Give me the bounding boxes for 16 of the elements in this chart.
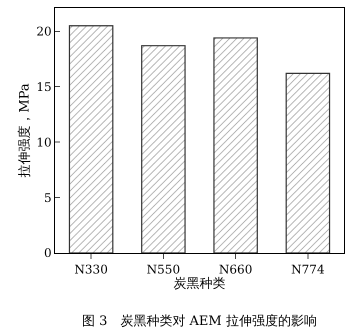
y-axis-title: 拉伸强度，MPa <box>16 83 32 178</box>
y-tick-label: 20 <box>36 24 52 38</box>
x-tick-label: N774 <box>291 262 325 276</box>
y-tick-label: 5 <box>44 190 52 205</box>
x-axis-title: 炭黑种类 <box>174 276 226 292</box>
bar <box>141 45 186 253</box>
bar <box>68 25 114 253</box>
bar <box>286 72 330 253</box>
x-tick-label: N330 <box>74 262 108 276</box>
y-tick-label: 0 <box>44 246 52 260</box>
x-tick-label: N660 <box>218 262 252 276</box>
x-tick-label: N550 <box>146 262 180 276</box>
bar <box>213 37 258 253</box>
y-tick-label: 15 <box>36 80 52 94</box>
y-tick-label: 10 <box>36 135 52 150</box>
text: 图 3 炭黑种类对 AEM 拉伸强度的影响 <box>82 313 317 329</box>
